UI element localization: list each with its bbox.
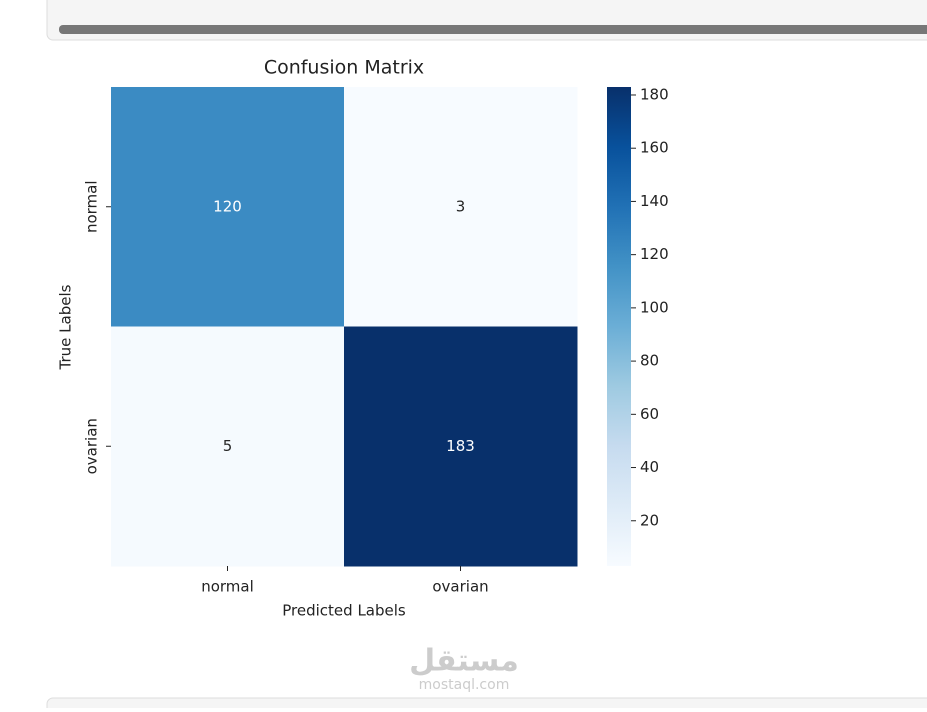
x-tick-label: ovarian	[432, 578, 488, 596]
y-axis-label: True Labels	[57, 284, 75, 370]
colorbar-tick-label: 140	[640, 192, 669, 210]
code-cell	[46, 697, 927, 712]
colorbar-tick-label: 60	[640, 405, 659, 423]
colorbar-tick-label: 100	[640, 298, 669, 316]
cell-label: 5	[223, 437, 233, 455]
heatmap-cell	[111, 87, 345, 327]
y-tick-label: ovarian	[83, 418, 101, 474]
colorbar-tick-label: 180	[640, 85, 669, 103]
colorbar-tick-label: 20	[640, 511, 659, 529]
chart-title: Confusion Matrix	[264, 57, 424, 79]
cell-label: 120	[213, 197, 242, 215]
x-tick-label: normal	[201, 578, 254, 596]
cell-label: 3	[456, 197, 466, 215]
watermark: مستقل	[409, 644, 519, 679]
y-tick-label: normal	[83, 180, 101, 233]
heatmap-cell	[344, 326, 578, 567]
colorbar-tick-label: 40	[640, 458, 659, 476]
colorbar-tick-label: 80	[640, 352, 659, 370]
colorbar-tick-label: 160	[640, 139, 669, 157]
colorbar	[607, 87, 631, 566]
scrollbar[interactable]	[59, 25, 927, 34]
x-axis-label: Predicted Labels	[282, 602, 406, 620]
heatmap-cell	[111, 326, 345, 567]
cell-label: 183	[446, 437, 475, 455]
colorbar-tick-label: 120	[640, 245, 669, 263]
heatmap-cell	[344, 87, 578, 327]
watermark: mostaql.com	[419, 677, 510, 693]
